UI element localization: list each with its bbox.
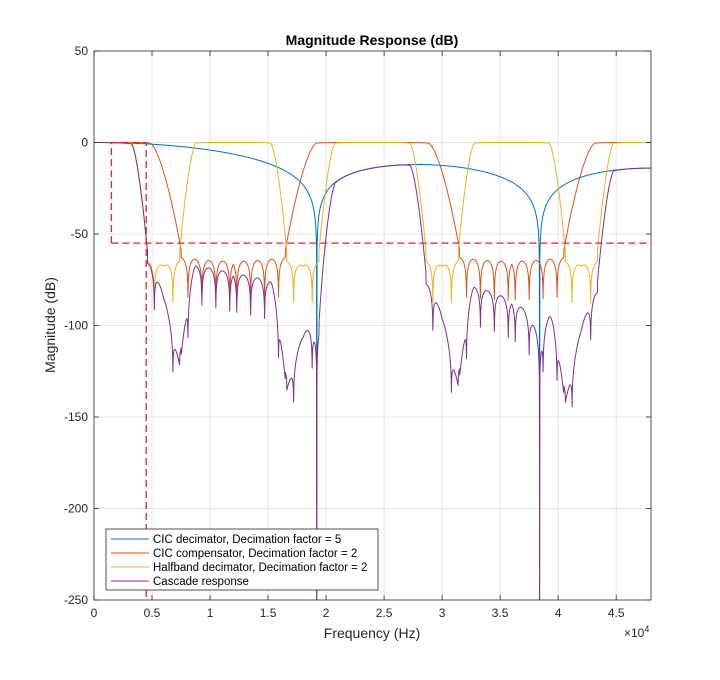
x-tick-label: 1.5 [260,606,277,620]
mask-layer [110,141,651,600]
x-exponent-power: 4 [644,624,649,634]
legend-label-2: Halfband decimator, Decimation factor = … [153,562,367,574]
series-line-2 [94,142,651,303]
x-tick-label: 1 [207,606,214,620]
x-tick-label: 3 [439,606,446,620]
legend: CIC decimator, Decimation factor = 5 CIC… [105,528,379,591]
y-tick-label: -150 [64,410,88,424]
legend-label-1: CIC compensator, Decimation factor = 2 [153,548,357,560]
series-layer [94,142,651,600]
x-axis-label: Frequency (Hz) [324,625,420,641]
series-line-3 [94,142,651,600]
x-tick-label: 3.5 [492,606,509,620]
x-exponent-label: ×104 [624,624,649,640]
legend-label-3: Cascade response [153,576,249,588]
spec-mask-line-0 [110,141,147,600]
tick-layer: 0 0.5 1 1.5 2 2.5 3 3.5 4 4.5 50 0 -50 -100 -150 -200 -2… [64,44,651,620]
x-tick-label: 2 [323,606,330,620]
y-tick-label: -250 [64,593,88,607]
y-tick-label: -100 [64,319,88,333]
legend-box [105,528,379,591]
x-tick-label: 4.5 [608,606,625,620]
y-tick-label: 0 [81,136,88,150]
y-tick-label: -50 [71,227,89,241]
chart-title: Magnitude Response (dB) [286,32,459,48]
x-tick-label: 4 [555,606,562,620]
y-tick-label: -200 [64,502,88,516]
x-tick-label: 0.5 [144,606,161,620]
x-exponent-base: ×10 [624,626,645,640]
x-tick-label: 2.5 [376,606,393,620]
y-axis-label: Magnitude (dB) [42,277,58,373]
legend-label-0: CIC decimator, Decimation factor = 5 [153,534,341,546]
y-tick-label: 50 [75,44,89,58]
x-tick-label: 0 [91,606,98,620]
